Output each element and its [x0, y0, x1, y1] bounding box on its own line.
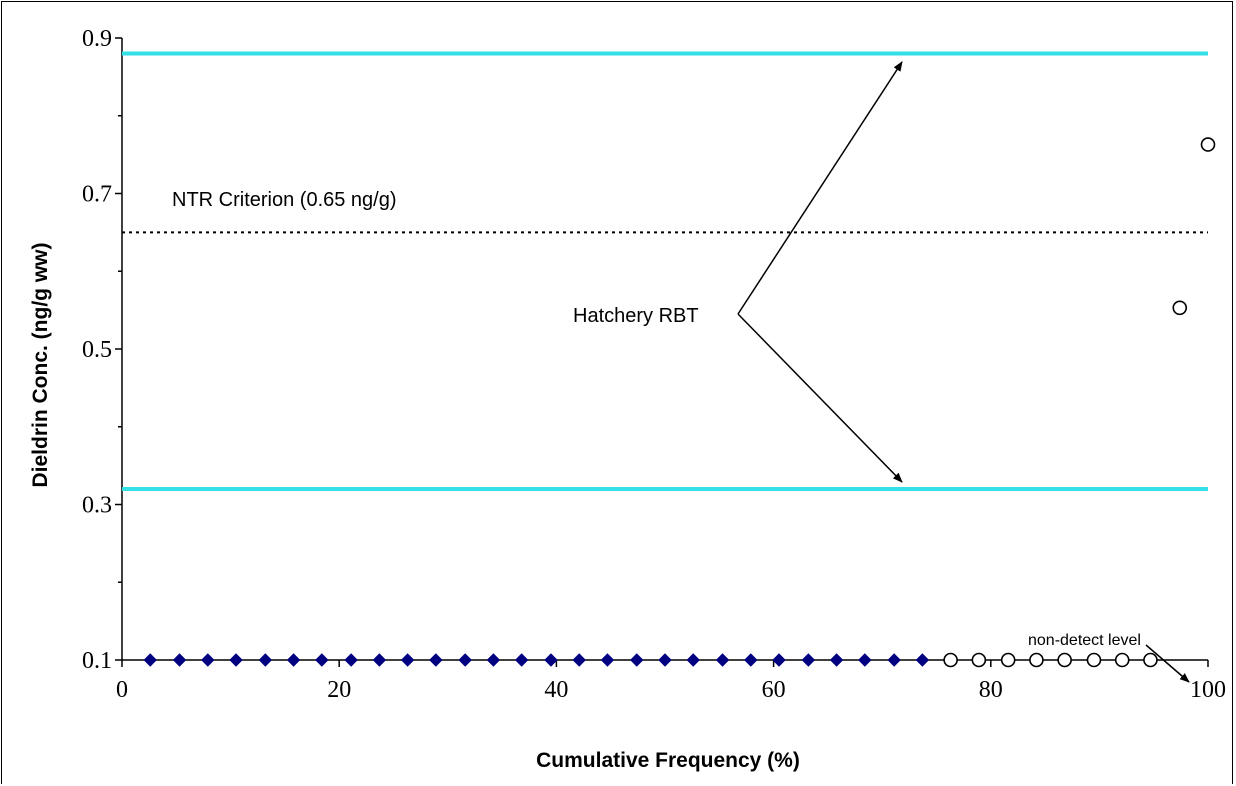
detect-point — [600, 653, 615, 667]
data-points — [143, 137, 1216, 668]
detect-point — [372, 653, 387, 667]
non-detect-point — [1057, 652, 1072, 668]
detect-point — [572, 653, 586, 667]
detect-point — [772, 653, 786, 667]
detect-point — [544, 653, 558, 667]
detect-point — [400, 653, 415, 667]
detect-point — [429, 653, 443, 667]
x-tick-label: 80 — [979, 677, 1003, 703]
detect-point — [630, 653, 644, 667]
x-tick-label: 0 — [116, 677, 128, 703]
detect-point — [715, 653, 730, 667]
non-detect-point — [1114, 652, 1130, 668]
y-tick-label: 0.9 — [82, 26, 112, 52]
axes: 0.1 0.3 0.5 0.7 0.9 0 20 40 60 80 100 — [82, 26, 1226, 703]
annotations: NTR Criterion (0.65 ng/g) Hatchery RBT n… — [172, 61, 1190, 683]
non-detect-point — [1029, 652, 1044, 668]
detect-point — [887, 653, 901, 667]
detect-point — [458, 653, 472, 667]
detect-point — [658, 653, 672, 667]
hatchery-arrow-lower — [737, 313, 903, 483]
detect-point — [344, 653, 358, 667]
hatchery-arrow-upper — [737, 61, 903, 315]
y-tick-label: 0.5 — [82, 337, 112, 363]
x-tick-label: 60 — [762, 677, 786, 703]
detect-point — [229, 653, 243, 667]
x-tick-label: 100 — [1190, 677, 1226, 703]
y-tick-label: 0.7 — [82, 182, 112, 208]
hatchery-rbt-label: Hatchery RBT — [573, 305, 699, 327]
non-detect-point — [971, 652, 987, 668]
y-tick-label: 0.1 — [82, 648, 112, 674]
non-detect-point — [1200, 137, 1216, 152]
detect-point — [258, 653, 273, 667]
detect-point — [286, 653, 301, 667]
x-tick-label: 20 — [327, 677, 351, 703]
detect-point — [315, 653, 329, 667]
detect-point — [744, 653, 758, 667]
non-detect-point — [943, 652, 958, 668]
non-detect-point — [1143, 652, 1158, 668]
detect-point — [486, 653, 501, 667]
non-detect-label: non-detect level — [1028, 632, 1141, 649]
detect-point — [915, 653, 930, 667]
non-detect-point — [1172, 300, 1188, 316]
detect-point — [858, 653, 872, 667]
non-detect-point — [1000, 652, 1016, 668]
y-tick-label: 0.3 — [82, 493, 112, 519]
x-axis-title: Cumulative Frequency (%) — [536, 749, 800, 772]
reference-lines — [122, 51, 1208, 491]
ntr-criterion-label: NTR Criterion (0.65 ng/g) — [172, 189, 397, 211]
detect-point — [172, 653, 187, 667]
non-detect-point — [1086, 652, 1102, 668]
detect-point — [143, 653, 157, 667]
detect-point — [829, 653, 844, 667]
detect-point — [514, 653, 529, 667]
non-detect-arrow — [1145, 644, 1190, 683]
x-tick-label: 40 — [544, 677, 568, 703]
y-axis-title: Dieldrin Conc. (ng/g ww) — [29, 243, 52, 488]
detect-point — [686, 653, 700, 667]
detect-point — [801, 653, 816, 667]
detect-point — [201, 653, 215, 667]
